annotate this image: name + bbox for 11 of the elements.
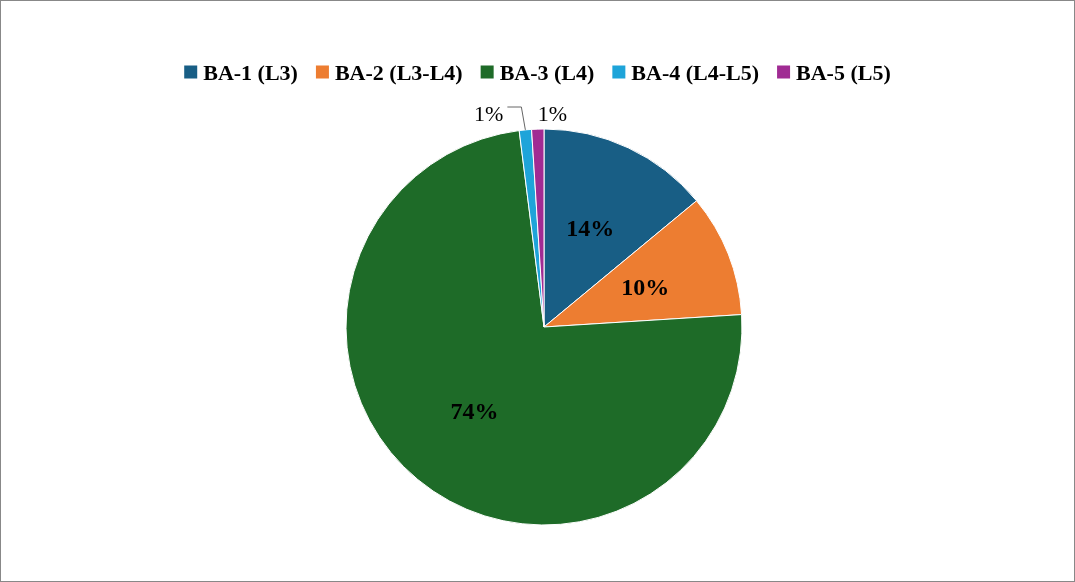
legend-label: BA-2 (L3-L4)	[334, 59, 463, 85]
data-label: 1%	[474, 100, 504, 126]
legend-label: BA-1 (L3)	[203, 59, 298, 85]
legend-label: BA-4 (L4-L5)	[631, 59, 760, 85]
pie-slice	[345, 130, 743, 526]
data-label: 10%	[621, 273, 670, 300]
legend-label: BA-3 (L4)	[499, 59, 595, 85]
legend-label: BA-5 (L5)	[796, 59, 891, 85]
data-label: 1%	[537, 100, 568, 126]
data-label: 74%	[450, 397, 499, 424]
data-label: 14%	[566, 215, 615, 242]
